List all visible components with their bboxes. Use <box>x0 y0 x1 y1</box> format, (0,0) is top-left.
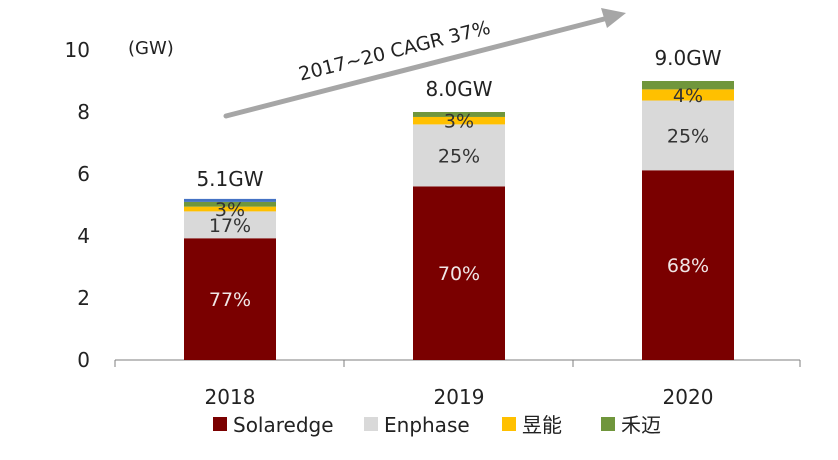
legend-label: Enphase <box>384 413 470 437</box>
bar-segment-Enphase-2018 <box>184 211 276 239</box>
bar-segment-昱能-2020 <box>642 89 734 101</box>
total-label: 9.0GW <box>654 46 721 70</box>
y-tick-label: 2 <box>77 286 90 310</box>
y-tick-label: 0 <box>77 348 90 372</box>
y-tick-label: 8 <box>77 100 90 124</box>
bar-segment-禾迈-2019 <box>413 112 505 117</box>
legend: Solaredge Enphase 昱能 禾迈 <box>213 413 661 437</box>
y-axis: 0 2 4 6 8 10 (GW) <box>65 38 174 372</box>
segment-label: 3% <box>215 199 245 221</box>
x-axis: 2018 2019 2020 <box>114 359 801 409</box>
total-label: 8.0GW <box>425 77 492 101</box>
cagr-arrow-head <box>601 8 626 28</box>
segment-label: 70% <box>438 263 480 285</box>
total-label: 5.1GW <box>196 167 263 191</box>
bar-segment-禾迈-2018 <box>184 201 276 207</box>
bar-segment-Solaredge-2019 <box>413 186 505 360</box>
bar-segment-昱能-2018 <box>184 206 276 212</box>
bar-segment-Enphase-2020 <box>642 100 734 171</box>
x-category-label: 2018 <box>205 385 256 409</box>
segment-label: 77% <box>209 289 251 311</box>
bar-segment-extra-2018 <box>184 198 276 202</box>
legend-swatch <box>601 417 615 431</box>
legend-swatch <box>213 417 227 431</box>
bar-segment-禾迈-2020 <box>642 81 734 90</box>
legend-label: 禾迈 <box>621 413 661 437</box>
segment-label: 68% <box>667 255 709 277</box>
y-tick-label: 10 <box>65 38 90 62</box>
segment-label: 25% <box>438 145 480 167</box>
bar-segment-Enphase-2019 <box>413 124 505 187</box>
bar-segment-Solaredge-2020 <box>642 170 734 360</box>
segment-label: 17% <box>209 215 251 237</box>
y-tick-label: 6 <box>77 162 90 186</box>
segment-label: 3% <box>444 111 474 133</box>
legend-swatch <box>364 417 378 431</box>
x-category-label: 2019 <box>434 385 485 409</box>
segment-label: 4% <box>673 85 703 107</box>
y-tick-label: 4 <box>77 224 90 248</box>
legend-label: 昱能 <box>522 413 562 437</box>
legend-label: Solaredge <box>233 413 334 437</box>
bar-segment-Solaredge-2018 <box>184 238 276 360</box>
bar-segment-昱能-2019 <box>413 116 505 125</box>
cagr-arrow-line <box>223 15 611 119</box>
x-category-label: 2020 <box>663 385 714 409</box>
y-unit-label: (GW) <box>128 38 174 59</box>
legend-swatch <box>502 417 516 431</box>
segment-label: 25% <box>667 125 709 147</box>
